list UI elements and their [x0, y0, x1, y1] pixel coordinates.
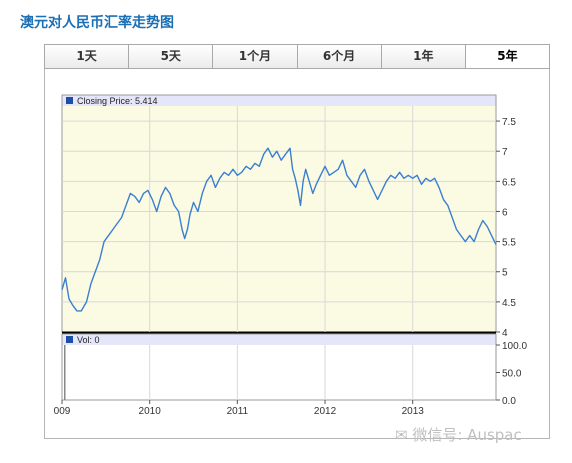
x-tick-label: 2010	[139, 406, 162, 417]
x-tick-label: 009	[54, 406, 71, 417]
volume-plot-area	[62, 345, 496, 400]
volume-legend-label: Vol: 0	[77, 335, 100, 345]
tab-5-years[interactable]: 5年	[465, 45, 550, 68]
volume-bar	[64, 345, 66, 400]
volume-y-tick-label: 0.0	[502, 396, 516, 407]
price-y-tick-label: 7	[502, 147, 508, 158]
price-y-tick-label: 5	[502, 268, 508, 279]
price-y-tick-label: 6.5	[502, 177, 516, 188]
volume-legend-marker	[66, 336, 73, 343]
tab-6-months[interactable]: 6个月	[298, 45, 382, 68]
volume-y-tick-label: 50.0	[502, 369, 522, 380]
price-legend-marker	[66, 97, 73, 104]
wechat-icon: ✉	[395, 426, 408, 444]
price-legend-strip	[62, 95, 496, 106]
x-tick-label: 2012	[314, 406, 337, 417]
price-y-tick-label: 4	[502, 328, 508, 339]
time-range-tabs: 1天 5天 1个月 6个月 1年 5年	[44, 44, 550, 69]
tab-1-day[interactable]: 1天	[45, 45, 130, 68]
price-y-tick-label: 7.5	[502, 117, 516, 128]
watermark-text: 微信号: Auspac	[412, 426, 522, 444]
volume-legend-strip	[62, 334, 496, 345]
x-tick-label: 2011	[227, 406, 249, 417]
price-y-tick-label: 5.5	[502, 238, 516, 249]
price-legend-label: Closing Price: 5.414	[77, 96, 158, 106]
chart-container: 7.5 7 6.5 6 5.5 5 4.5 4 100.0 50.0 0.0 009 2010 2011 2…	[44, 69, 550, 439]
price-plot-area	[62, 106, 496, 332]
price-series-line	[61, 147, 497, 312]
tab-1-month[interactable]: 1个月	[213, 45, 298, 68]
volume-plot-border	[61, 333, 497, 401]
watermark: ✉ 微信号: Auspac	[395, 424, 522, 445]
price-y-tick-label: 6	[502, 207, 508, 218]
x-tick-label: 2013	[402, 406, 425, 417]
price-y-tick-label: 4.5	[502, 298, 516, 309]
tab-5-days[interactable]: 5天	[129, 45, 214, 68]
tab-1-year[interactable]: 1年	[382, 45, 466, 68]
volume-y-tick-label: 100.0	[502, 341, 527, 352]
exchange-rate-chart: 7.5 7 6.5 6 5.5 5 4.5 4 100.0 50.0 0.0 009 2010 2011 2…	[54, 94, 527, 417]
page-title: 澳元对人民币汇率走势图	[20, 15, 174, 31]
